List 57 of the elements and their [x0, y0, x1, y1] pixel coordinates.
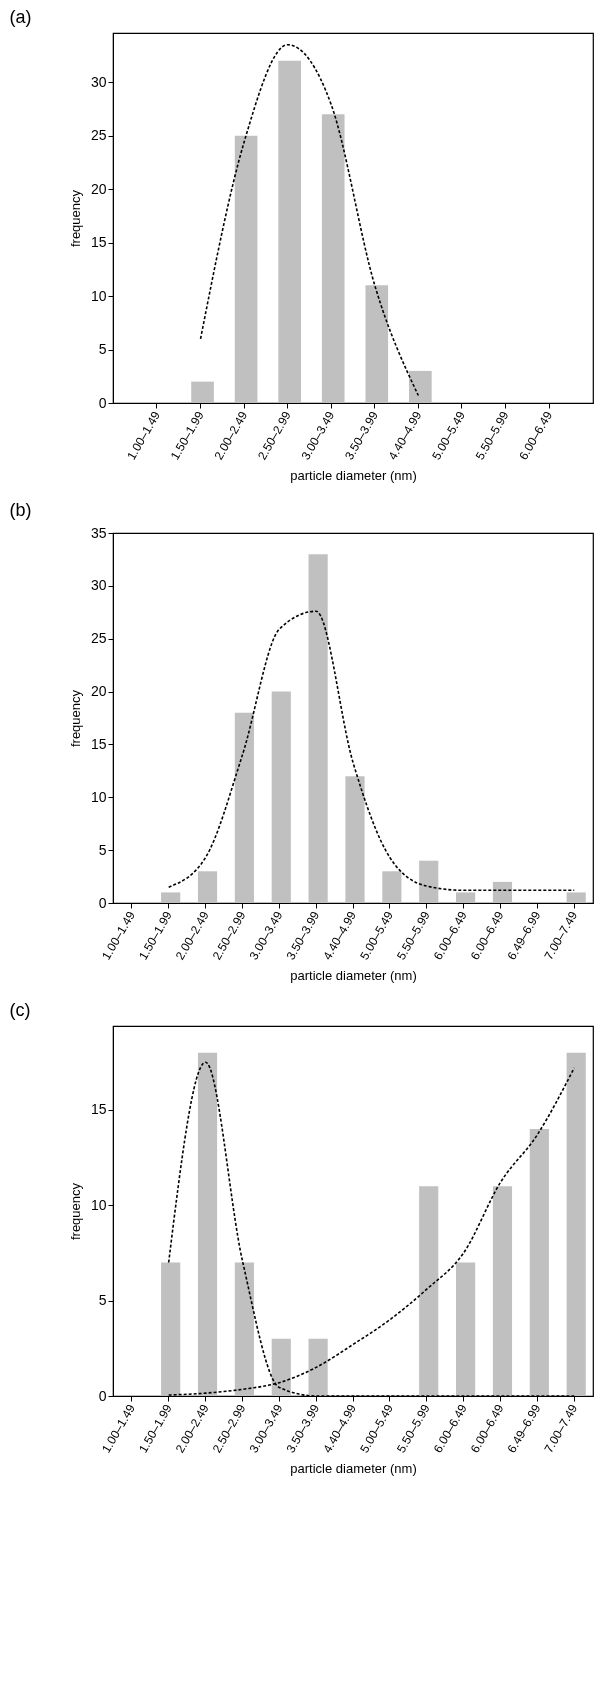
bar — [234, 135, 258, 403]
x-axis-title: particle diameter (nm) — [290, 1460, 417, 1476]
bar — [321, 114, 345, 403]
y-tick-label: 25 — [90, 127, 107, 144]
y-tick-label: 15 — [90, 1101, 107, 1118]
x-axis-title: particle diameter (nm) — [290, 967, 417, 983]
bar — [278, 60, 301, 403]
y-tick-label: 20 — [90, 683, 107, 700]
bar — [365, 285, 389, 403]
chart-title: (a) — [9, 7, 32, 27]
y-tick-label: 30 — [90, 577, 107, 594]
chart-title: (b) — [9, 500, 32, 520]
y-tick-label: 5 — [98, 841, 107, 858]
chart-title: (c) — [9, 1000, 31, 1020]
bar — [161, 892, 181, 903]
bar — [456, 892, 476, 903]
y-tick-label: 30 — [90, 73, 107, 90]
y-axis-title: frequency — [67, 1182, 83, 1241]
bar — [271, 691, 291, 903]
y-tick-label: 10 — [90, 788, 107, 805]
bar — [161, 1262, 181, 1396]
y-axis-title: frequency — [67, 189, 83, 248]
bar — [409, 370, 432, 403]
y-tick-label: 20 — [90, 180, 107, 197]
y-tick-label: 5 — [98, 341, 107, 358]
bar — [566, 892, 586, 903]
bar — [197, 1052, 218, 1396]
bar — [234, 1262, 254, 1396]
bar — [492, 881, 513, 903]
line-series — [199, 43, 420, 397]
bar — [234, 712, 254, 903]
y-tick-label: 5 — [98, 1292, 107, 1309]
y-tick-label: 15 — [90, 735, 107, 752]
bar — [566, 1052, 586, 1396]
bar — [308, 554, 328, 903]
y-tick-label: 35 — [90, 524, 107, 541]
y-tick-label: 0 — [98, 1387, 107, 1404]
bar — [191, 381, 214, 403]
bar — [382, 871, 402, 903]
bar — [197, 871, 218, 903]
y-tick-label: 25 — [90, 630, 107, 647]
bar — [456, 1262, 476, 1396]
bar — [419, 1186, 439, 1396]
y-tick-label: 15 — [90, 234, 107, 251]
y-tick-label: 10 — [90, 287, 107, 304]
bar — [271, 1338, 291, 1396]
y-tick-label: 10 — [90, 1196, 107, 1213]
bar — [492, 1186, 513, 1396]
bar — [345, 776, 365, 903]
bar — [308, 1338, 328, 1396]
x-axis-title: particle diameter (nm) — [290, 467, 417, 483]
bar — [529, 1128, 549, 1396]
line-series — [167, 610, 575, 892]
y-tick-label: 0 — [98, 394, 107, 411]
y-axis-title: frequency — [67, 689, 83, 748]
bar — [419, 860, 439, 903]
y-tick-label: 0 — [98, 894, 107, 911]
